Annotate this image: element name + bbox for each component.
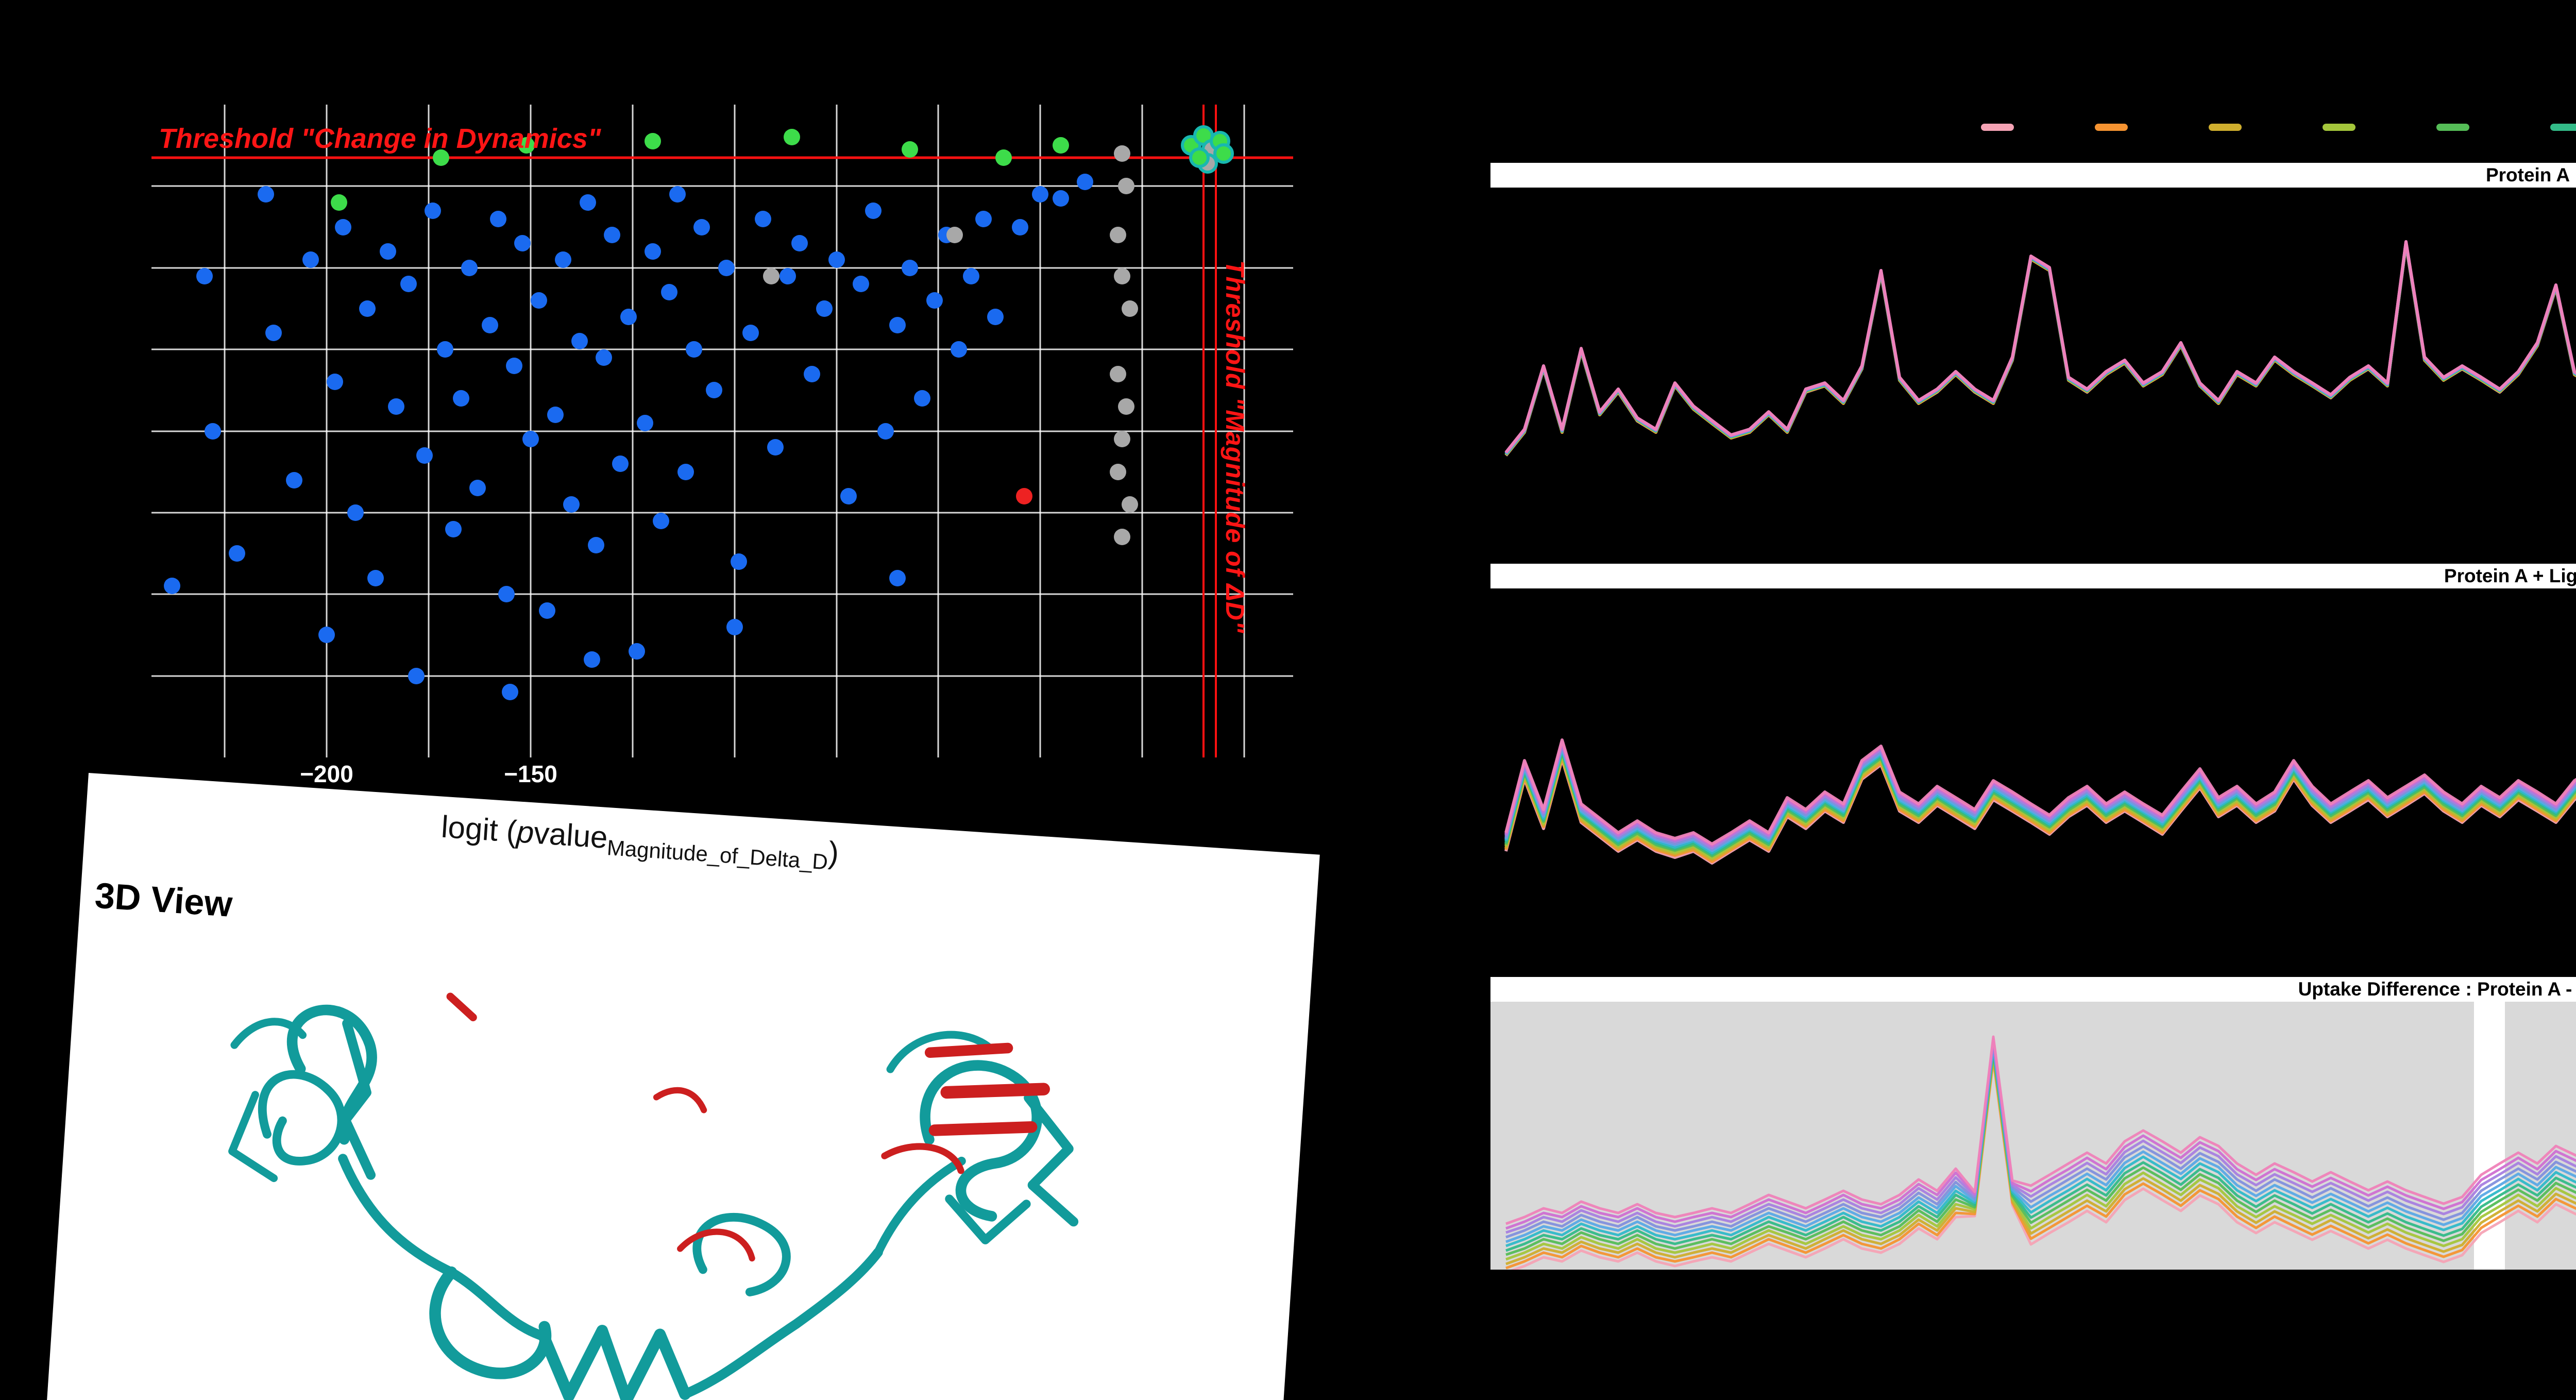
uptake-trace [1504, 242, 2576, 456]
3d-view-title: 3D View [93, 875, 234, 924]
legend-dash[interactable] [2095, 124, 2128, 131]
uptake-trace [1504, 242, 2576, 456]
uptake-trace [1505, 1039, 2576, 1234]
uptake-trace [1505, 1046, 2576, 1247]
x-axis-label-mid: value [533, 815, 609, 855]
x-axis-label-post: ) [827, 835, 840, 870]
uptake-trace [1504, 243, 2576, 456]
protein-structure[interactable] [108, 932, 1204, 1400]
uptake-trace [1505, 1035, 2576, 1225]
threshold-lines [151, 105, 1293, 757]
x-axis-label-subscript: Magnitude_of_Delta_D [606, 835, 829, 874]
uptake-trace [1504, 240, 2576, 453]
x-tick-labels: −200 −150 [300, 761, 557, 787]
uptake-trace [1504, 243, 2576, 457]
x-axis-label-pre: logit ( [440, 809, 518, 849]
uptake-trace [1505, 1037, 2576, 1230]
uptake-trace [1504, 241, 2576, 454]
uptake-trace [1505, 1044, 2576, 1243]
uptake-trace [1504, 243, 2576, 456]
legend-dash[interactable] [2209, 124, 2242, 131]
uptake-trace [1504, 754, 2576, 861]
panel-title-protein-a-ligand: Protein A + Ligand [1490, 564, 2576, 588]
threshold-magnitude-label: Threshold "Magnitude of ΔD" [1221, 260, 1249, 634]
panel-title-uptake-difference-text: Uptake Difference : Protein A - (Protein… [2298, 979, 2576, 1000]
x-axis-label-italic-p: p [515, 814, 535, 850]
uptake-trace [1504, 241, 2576, 454]
uptake-trace [1504, 738, 2576, 846]
threshold-dynamics-label: Threshold "Change in Dynamics" [159, 123, 601, 154]
uptake-trace [1505, 1053, 2576, 1261]
uptake-trace [1504, 242, 2576, 455]
uptake-trace [1505, 1055, 2576, 1266]
uptake-chart-protein-a[interactable] [1490, 188, 2576, 543]
uptake-difference-chart[interactable] [1490, 1002, 2576, 1270]
uptake-chart-protein-a-ligand[interactable] [1490, 588, 2576, 944]
legend-dash[interactable] [2436, 124, 2469, 131]
legend-dash[interactable] [2323, 124, 2355, 131]
3d-view-card: logit (pvalueMagnitude_of_Delta_D) 3D Vi… [41, 773, 1320, 1400]
uptake-trace [1505, 1057, 2576, 1270]
legend-dash[interactable] [2550, 124, 2576, 131]
uptake-trace [1505, 1049, 2576, 1252]
volcano-plot[interactable]: −200 −150 [151, 105, 1293, 795]
uptake-trace [1505, 1042, 2576, 1239]
uptake-trace [1505, 1051, 2576, 1256]
svg-text:−150: −150 [504, 761, 557, 787]
timepoint-legend [1981, 124, 2576, 131]
uptake-trace [1504, 240, 2576, 453]
panel-title-protein-a: Protein A [1490, 163, 2576, 188]
panel-title-uptake-difference: Uptake Difference : Protein A - (Protein… [1490, 977, 2576, 1002]
x-axis-label: logit (pvalueMagnitude_of_Delta_D) [440, 809, 840, 875]
scatter-points[interactable] [164, 125, 1234, 700]
svg-text:−200: −200 [300, 761, 353, 787]
uptake-trace [1504, 752, 2576, 859]
uptake-trace [1504, 242, 2576, 455]
uptake-trace [1511, 1059, 2576, 1270]
legend-dash[interactable] [1981, 124, 2014, 131]
panel-title-protein-a-ligand-text: Protein A + Ligand [2444, 565, 2576, 586]
uptake-trace [1504, 241, 2576, 454]
panel-title-protein-a-text: Protein A [2485, 164, 2570, 185]
